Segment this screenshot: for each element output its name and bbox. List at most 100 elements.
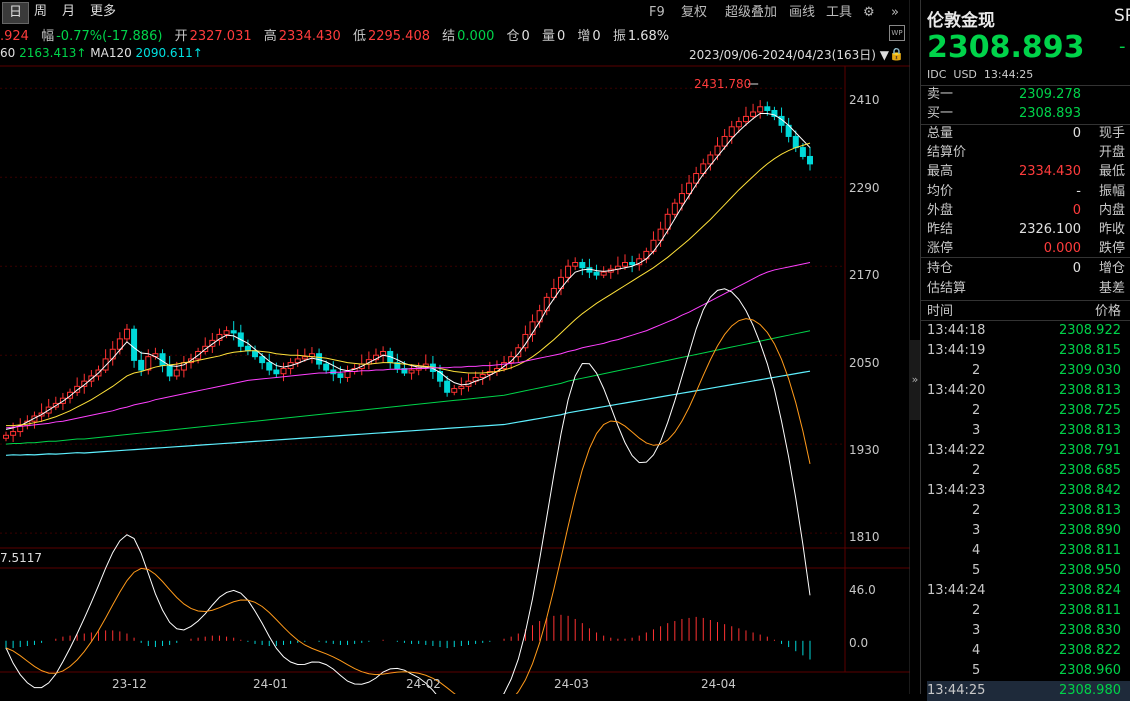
tick-time: 2	[972, 463, 981, 478]
stat-value: 0.000	[1043, 241, 1081, 257]
tick-row: 3 2308.813	[927, 421, 1130, 441]
candle-body	[515, 347, 522, 358]
low-value: 2295.408	[367, 29, 430, 44]
tick-price: 2308.922	[1058, 323, 1121, 338]
peak-price-label: 2431.780	[694, 77, 752, 91]
open-value: 2327.031	[189, 29, 252, 44]
stat-label: 现手	[1099, 126, 1126, 141]
stat-label: 昨收	[1099, 222, 1126, 237]
tick-row: 3 2308.830	[927, 621, 1130, 641]
tick-price: 2308.980	[1058, 683, 1121, 698]
stat-label: 均价	[927, 183, 954, 199]
tick-row: 13:44:20 2308.813	[927, 381, 1130, 401]
candle-body	[799, 147, 806, 157]
adjust-button[interactable]: 复权	[681, 5, 708, 20]
tick-row: 13:44:23 2308.842	[927, 481, 1130, 501]
ticks-header: 时间 价格	[927, 304, 1121, 319]
tick-price: 2308.824	[1058, 583, 1121, 598]
tick-time: 13:44:23	[927, 483, 986, 498]
candle-body	[600, 271, 607, 276]
candle-body	[543, 296, 550, 312]
candle-body	[123, 328, 130, 340]
tick-row: 2 2308.813	[927, 501, 1130, 521]
stat-row: 结算价 开盘	[927, 143, 1130, 162]
candle-body	[501, 362, 508, 370]
y-tick-label: 2410	[849, 93, 880, 107]
candle-body	[252, 350, 259, 358]
stat-value: 2334.430	[1018, 164, 1081, 180]
date-range-selector[interactable]: 2023/09/06-2024/04/23(163日) ▼	[689, 48, 889, 62]
tick-time: 3	[972, 623, 981, 638]
candle-body	[550, 287, 557, 298]
ma120-line	[5, 330, 811, 445]
candle-body	[323, 363, 330, 371]
candle-body	[657, 228, 664, 241]
collapse-panel-handle[interactable]: »	[910, 340, 920, 420]
candle-body	[714, 145, 721, 156]
tick-row: 3 2308.890	[927, 521, 1130, 541]
tick-row: 2 2308.725	[927, 401, 1130, 421]
candle-body	[394, 362, 401, 370]
candle-body	[138, 359, 145, 371]
candle-body	[735, 121, 742, 128]
candle-body	[622, 262, 629, 267]
tick-price: 2308.822	[1058, 643, 1121, 658]
stat-row: 外盘 0 内盘	[927, 201, 1130, 220]
tick-row: 4 2308.822	[927, 641, 1130, 661]
tick-row: 13:44:19 2308.815	[927, 341, 1130, 361]
quote-info-line: .924 幅 -0.77%(-17.886) 开 2327.031 高 2334.43…	[0, 29, 670, 44]
stat-row: 估结算 基差	[927, 279, 1130, 298]
candle-body	[223, 330, 230, 335]
candle-body	[266, 362, 273, 371]
candle-body	[109, 348, 116, 360]
tick-time: 2	[972, 503, 981, 518]
candle-body	[750, 111, 757, 117]
candle-body	[444, 380, 451, 393]
tools-button[interactable]: 工具	[826, 5, 853, 20]
tick-price: 2308.813	[1058, 503, 1121, 518]
macd-tick-label: 0.0	[849, 636, 869, 650]
candle-body	[458, 385, 465, 390]
f9-button[interactable]: F9	[649, 5, 665, 20]
tab-week[interactable]: 周	[34, 4, 48, 19]
ma-legend: 60 2163.413↑ MA120 2090.611↑	[0, 46, 203, 60]
draw-button[interactable]: 画线	[789, 5, 816, 20]
kline-chart[interactable]	[0, 0, 910, 694]
candle-body	[209, 339, 216, 347]
tick-row: 13:44:22 2308.791	[927, 441, 1130, 461]
stat-row: 昨结 2326.100 昨收	[927, 220, 1130, 239]
tick-price: 2308.890	[1058, 523, 1121, 538]
stat-label: 外盘	[927, 202, 954, 218]
instrument-title: 伦敦金现	[927, 11, 995, 31]
candle-body	[81, 380, 88, 387]
tab-day[interactable]: 日	[2, 2, 30, 24]
wp-icon[interactable]: WP	[889, 25, 905, 41]
stat-label: 涨停	[927, 241, 954, 257]
candle-body	[792, 135, 799, 149]
candle-body	[230, 330, 237, 334]
tab-more[interactable]: 更多	[90, 4, 117, 19]
tick-time: 4	[972, 543, 981, 558]
tick-price: 2308.813	[1058, 423, 1121, 438]
candle-body	[771, 109, 778, 117]
ma-long-line	[5, 370, 811, 456]
stat-label: 最低	[1099, 164, 1126, 180]
overlay-button[interactable]: 超级叠加	[725, 5, 778, 20]
gear-icon[interactable]: ⚙	[863, 5, 875, 20]
stat-value: 2326.100	[1018, 222, 1081, 237]
candle-body	[131, 328, 138, 361]
tick-price: 2308.791	[1058, 443, 1121, 458]
tick-time: 3	[972, 523, 981, 538]
x-tick-label: 23-12	[112, 677, 147, 691]
tick-time: 3	[972, 423, 981, 438]
tick-price: 2308.842	[1058, 483, 1121, 498]
candle-body	[259, 356, 266, 364]
lock-icon[interactable]: 🔒	[889, 47, 904, 61]
tick-price: 2308.960	[1058, 663, 1121, 678]
candle-body	[401, 368, 408, 374]
candle-body	[408, 369, 415, 374]
double-chevron-right-icon[interactable]: »	[891, 5, 899, 20]
stat-label: 昨结	[927, 222, 954, 237]
tab-month[interactable]: 月	[62, 4, 76, 19]
stat-label: 结算价	[927, 145, 967, 161]
